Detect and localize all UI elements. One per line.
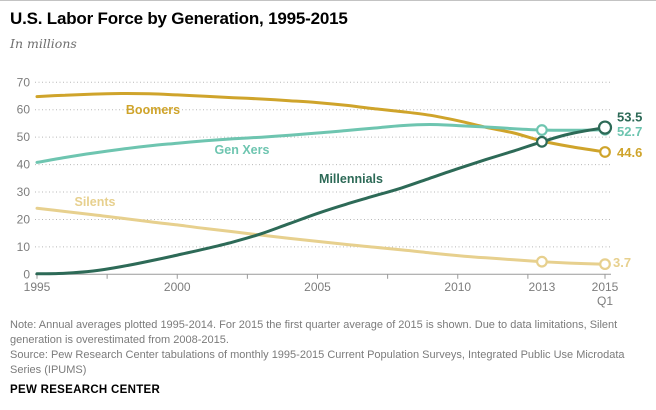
y-tick-label-20: 20 — [17, 212, 31, 226]
series-line-silents — [35, 206, 607, 266]
chart-source: Source: Pew Research Center tabulations … — [10, 349, 625, 376]
chart-notes: Note: Annual averages plotted 1995-2014.… — [10, 318, 654, 378]
end-value-label-gen-xers: 52.7 — [617, 124, 642, 139]
marker-boomers-2015.25 — [599, 146, 611, 158]
series-label-gen-xers: Gen Xers — [215, 143, 270, 157]
series-label-silents: Silents — [75, 195, 116, 209]
y-tick-label-70: 70 — [17, 75, 31, 89]
y-tick-label-60: 60 — [17, 103, 31, 117]
series-label-millennials: Millennials — [319, 172, 383, 186]
series-label-boomers: Boomers — [126, 103, 180, 117]
y-tick-label-50: 50 — [17, 130, 31, 144]
series-line-millennials — [35, 126, 607, 276]
x-tick-label-2013: 2013 — [529, 280, 556, 294]
chart-title: U.S. Labor Force by Generation, 1995-201… — [10, 9, 348, 28]
marker-millennials-2013 — [536, 135, 548, 148]
marker-millennials-2015.25 — [597, 120, 613, 135]
x-tick-label-2010: 2010 — [444, 280, 471, 294]
y-tick-label-10: 10 — [17, 240, 31, 254]
chart-note: Note: Annual averages plotted 1995-2014.… — [10, 319, 618, 346]
y-tick-label-40: 40 — [17, 158, 31, 172]
series-line-gen-xers — [35, 122, 607, 164]
y-tick-label-0: 0 — [23, 267, 30, 281]
x-tick-label-2005: 2005 — [304, 280, 331, 294]
top-divider — [0, 0, 656, 1]
x-tick-label-2000: 2000 — [164, 280, 191, 294]
x-tick-label2-Q1: Q1 — [597, 294, 613, 308]
x-tick-label-2015: 2015 — [592, 280, 619, 294]
marker-gen-xers-2013 — [536, 124, 548, 136]
brand-footer: PEW RESEARCH CENTER — [10, 384, 161, 396]
end-value-label-boomers: 44.6 — [617, 145, 642, 160]
series-line-boomers — [35, 91, 607, 154]
x-tick-label-1995: 1995 — [24, 280, 51, 294]
marker-silents-2015.25 — [599, 258, 611, 271]
y-tick-label-30: 30 — [17, 185, 31, 199]
end-value-label-silents: 3.7 — [613, 255, 631, 270]
marker-silents-2013 — [536, 255, 548, 268]
labor-force-line-chart: 0 10 20 30 40 50 60 70 1995 2000 2005 2010 2013 2015Q… — [17, 75, 643, 308]
chart-subtitle: In millions — [10, 36, 77, 51]
end-value-label-millennials: 53.5 — [617, 110, 642, 125]
